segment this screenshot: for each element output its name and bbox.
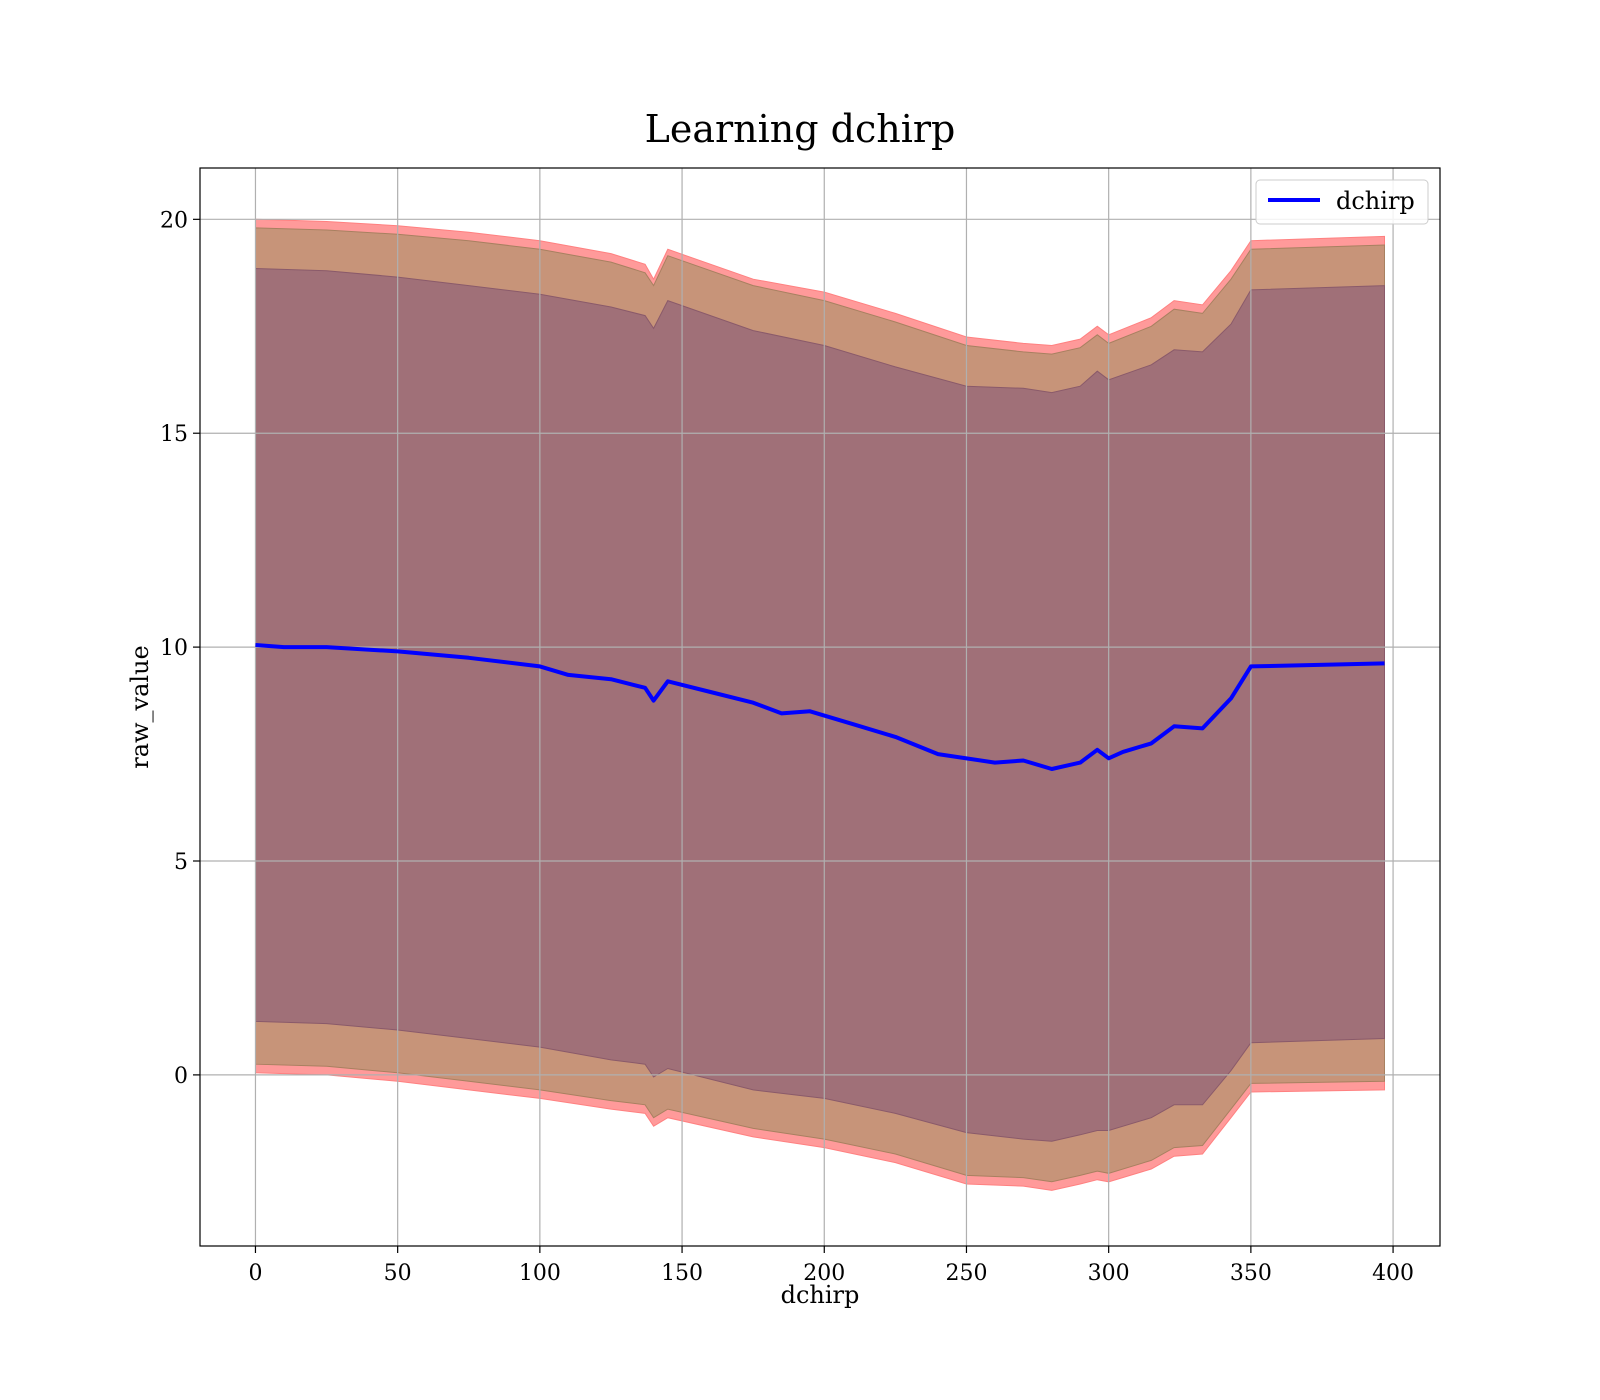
- x-tick-label: 100: [519, 1261, 561, 1286]
- x-axis-ticks: 0 50 100 150 200 250 300 350 400: [248, 1246, 1414, 1286]
- y-tick-label: 5: [174, 850, 188, 875]
- legend-label: dchirp: [1336, 187, 1415, 215]
- x-axis-label: dchirp: [781, 1281, 860, 1309]
- confidence-bands: [255, 218, 1385, 1191]
- series-lines: [255, 643, 1385, 771]
- plot-frame: [199, 167, 1441, 1247]
- y-tick-label: 0: [174, 1064, 188, 1089]
- y-tick-label: 15: [160, 422, 188, 447]
- x-tick-label: 250: [945, 1261, 987, 1286]
- x-tick-label: 300: [1088, 1261, 1130, 1286]
- x-tick-label: 50: [384, 1261, 412, 1286]
- y-tick-label: 10: [160, 636, 188, 661]
- gridlines: [200, 168, 1440, 1246]
- x-tick-label: 350: [1230, 1261, 1272, 1286]
- x-tick-label: 150: [661, 1261, 703, 1286]
- series-line-dchirp: [255, 643, 1385, 771]
- y-axis-label: raw_value: [126, 645, 154, 769]
- chart-title: Learning dchirp: [645, 107, 956, 151]
- x-tick-label: 0: [248, 1261, 262, 1286]
- y-axis-ticks: 0 5 10 15 20: [160, 208, 200, 1089]
- band-inner: [255, 267, 1385, 1142]
- legend: dchirp: [1255, 179, 1429, 225]
- x-tick-label: 200: [803, 1261, 845, 1286]
- x-tick-label: 400: [1372, 1261, 1414, 1286]
- legend-box: [1255, 179, 1429, 225]
- y-tick-label: 20: [160, 208, 188, 233]
